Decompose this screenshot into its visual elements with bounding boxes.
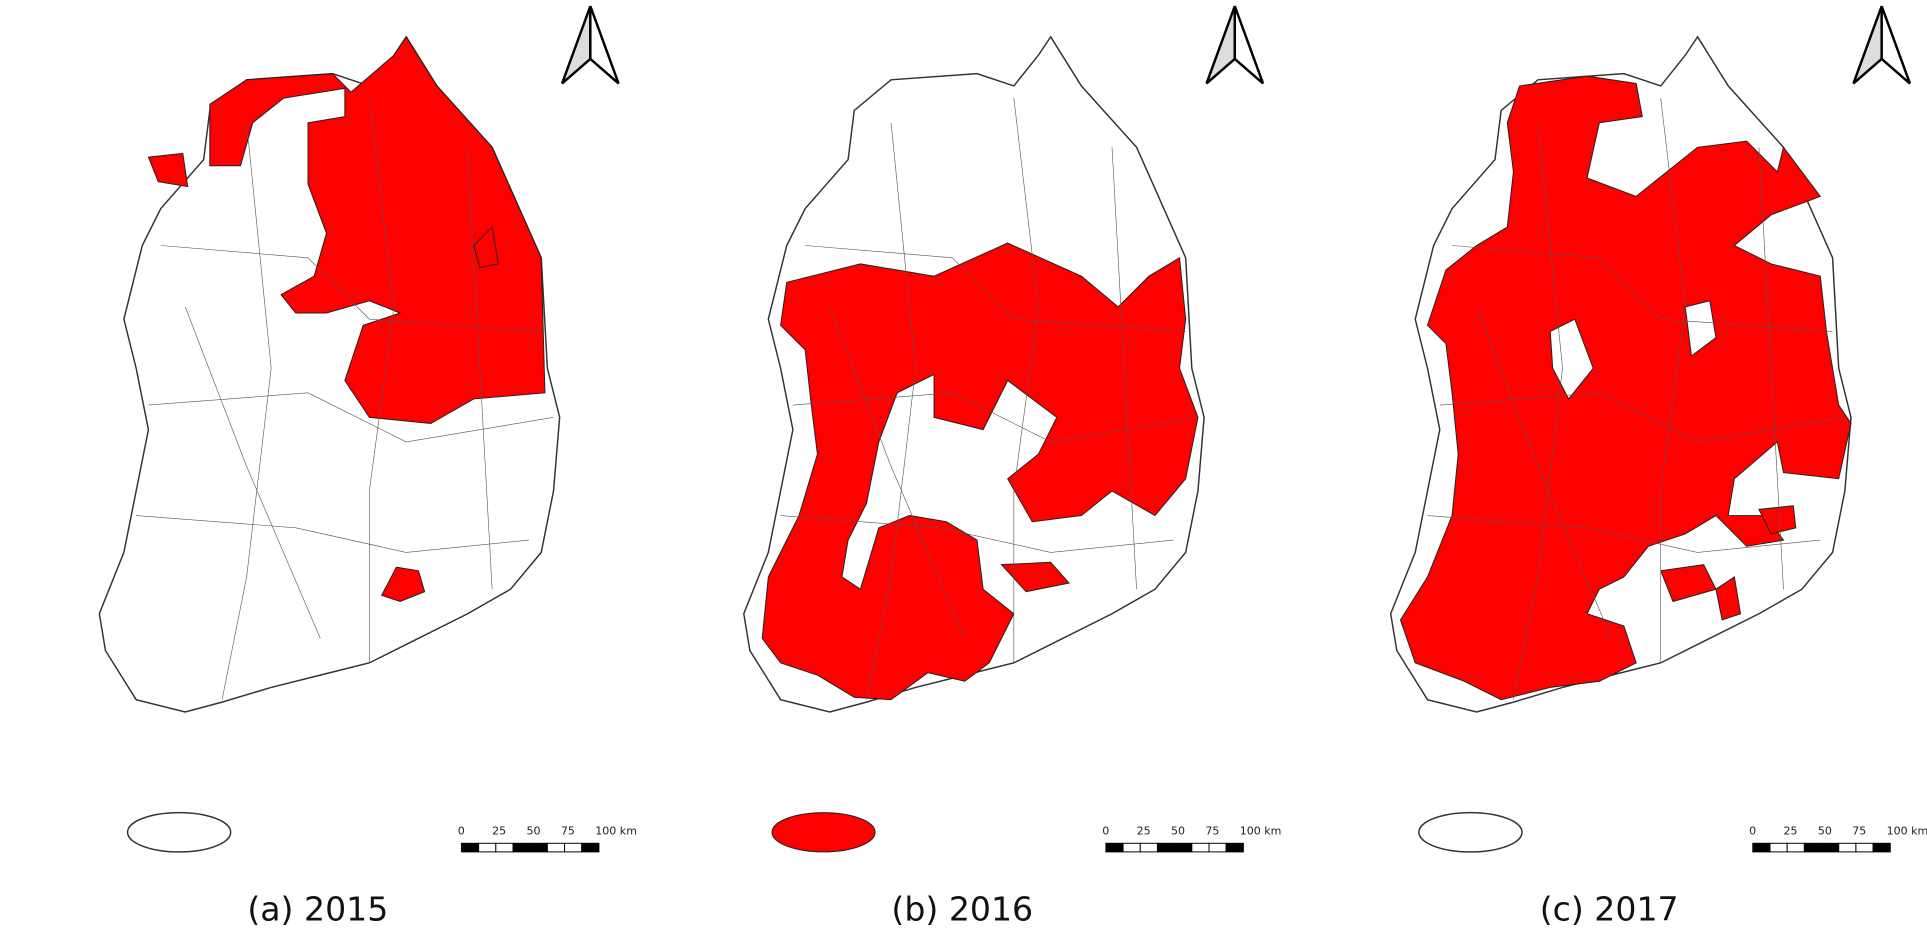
scale-segment: [1855, 842, 1874, 853]
captions: (a) 2015 (b) 2016 (c) 2017: [247, 890, 1678, 928]
scale-segment: [460, 842, 480, 853]
scale-label: 0: [1102, 825, 1109, 838]
scale-bar: 0 25 50 75 100 km: [1749, 825, 1927, 853]
panel-caption: (b) 2016: [891, 890, 1033, 928]
scale-segment: [1225, 842, 1244, 853]
scale-segment: [1821, 842, 1840, 853]
scale-segment: [512, 842, 531, 853]
scale-segment: [1838, 842, 1857, 853]
scale-bars: 0 25 50 75 100 km 0 25 50 75 100 km 0 25 50 75 100 km: [458, 825, 1927, 853]
scale-label: 25: [1137, 825, 1151, 838]
scale-label: 50: [527, 825, 541, 838]
scale-bar: 0 25 50 75 100 km: [458, 825, 637, 853]
scale-bar: 0 25 50 75 100 km: [1102, 825, 1282, 853]
scale-segment: [1139, 842, 1158, 853]
scale-segment: [1191, 842, 1210, 853]
scale-label: 100 km: [595, 825, 637, 838]
scale-label: 25: [1783, 825, 1797, 838]
scale-segment: [1156, 842, 1176, 853]
scale-segment: [1752, 842, 1771, 853]
scale-segment: [1174, 842, 1193, 853]
scale-segment: [478, 842, 497, 853]
scale-segment: [1872, 842, 1891, 853]
panel-caption: (c) 2017: [1540, 890, 1679, 928]
scale-label: 75: [1205, 825, 1219, 838]
scale-segment: [1122, 842, 1141, 853]
scale-label: 0: [458, 825, 465, 838]
scale-label: 50: [1171, 825, 1185, 838]
scale-label: 100 km: [1240, 825, 1282, 838]
scale-label: 50: [1818, 825, 1832, 838]
scale-label: 75: [1852, 825, 1866, 838]
panel-b: [743, 4, 1265, 853]
panel-a: [98, 4, 620, 853]
scale-label: 25: [492, 825, 506, 838]
panel-caption: (a) 2015: [247, 890, 388, 928]
scale-label: 100 km: [1887, 825, 1927, 838]
scale-segment: [1208, 842, 1227, 853]
scale-segment: [581, 842, 600, 853]
scale-label: 75: [561, 825, 575, 838]
scale-segment: [1803, 842, 1823, 853]
panel-c: [1389, 4, 1912, 853]
scale-segment: [495, 842, 514, 853]
scale-segment: [529, 842, 548, 853]
scale-segment: [1105, 842, 1124, 853]
scale-segment: [1769, 842, 1788, 853]
scale-label: 0: [1749, 825, 1756, 838]
scale-segment: [546, 842, 566, 853]
scale-segment: [1786, 842, 1805, 853]
scale-segment: [564, 842, 583, 853]
